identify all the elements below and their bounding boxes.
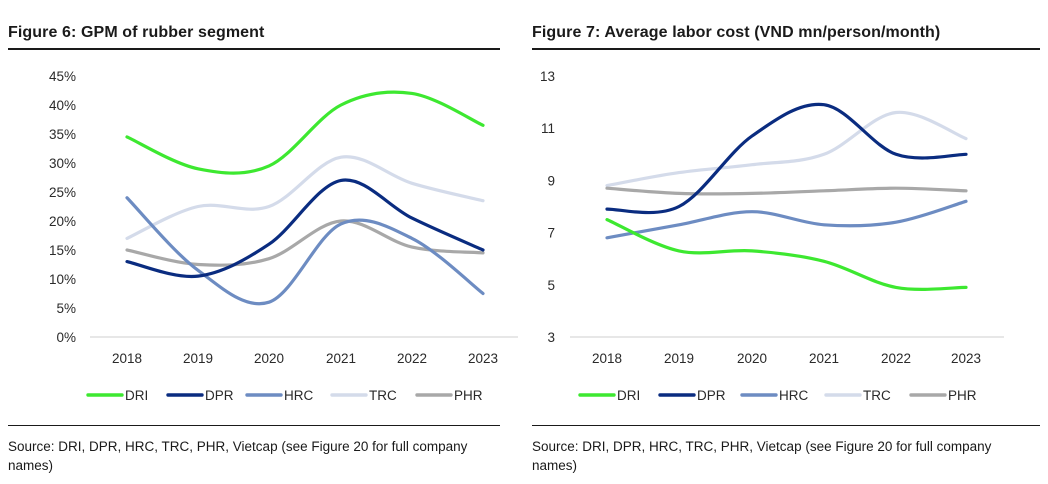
legend-label-hrc: HRC xyxy=(284,388,313,403)
y-tick-label: 25% xyxy=(49,185,76,200)
legend-label-phr: PHR xyxy=(948,388,977,403)
y-tick-label: 45% xyxy=(49,69,76,84)
source-divider xyxy=(8,425,500,426)
x-tick-label: 2021 xyxy=(326,351,356,366)
y-tick-label: 35% xyxy=(49,127,76,142)
series-line-dpr xyxy=(605,102,968,215)
x-tick-label: 2021 xyxy=(809,351,839,366)
chart-panel-labor-cost: Figure 7: Average labor cost (VND mn/per… xyxy=(524,0,1048,484)
y-tick-label: 9 xyxy=(547,173,555,188)
legend-label-phr: PHR xyxy=(454,388,483,403)
x-tick-label: 2023 xyxy=(951,351,981,366)
legend-label-trc: TRC xyxy=(369,388,397,403)
y-tick-label: 13 xyxy=(540,69,555,84)
legend-label-dpr: DPR xyxy=(205,388,234,403)
x-tick-label: 2019 xyxy=(664,351,694,366)
source-note: Source: DRI, DPR, HRC, TRC, PHR, Vietcap… xyxy=(8,439,468,473)
x-tick-label: 2018 xyxy=(592,351,622,366)
series-line-hrc xyxy=(125,196,485,306)
x-tick-label: 2022 xyxy=(397,351,427,366)
x-tick-label: 2018 xyxy=(112,351,142,366)
y-tick-label: 7 xyxy=(547,226,555,241)
chart-title: Figure 7: Average labor cost (VND mn/per… xyxy=(532,24,941,41)
y-tick-label: 30% xyxy=(49,156,76,171)
y-tick-label: 15% xyxy=(49,243,76,258)
series-line-phr xyxy=(605,186,968,196)
source-divider xyxy=(532,425,1040,426)
y-tick-label: 10% xyxy=(49,272,76,287)
y-tick-label: 0% xyxy=(56,330,76,345)
labor-cost-line-chart: 3 5 7 9 11 13 2018 2019 2020 2021 2022 2023 DRI DPR HR… xyxy=(540,69,1004,403)
series-line-dri xyxy=(605,218,968,291)
series-line-dpr xyxy=(125,178,485,279)
legend-label-dri: DRI xyxy=(125,388,148,403)
series-line-trc xyxy=(125,155,485,240)
y-tick-label: 11 xyxy=(541,121,555,136)
series-line-dri xyxy=(125,90,485,175)
y-tick-label: 5% xyxy=(56,301,76,316)
title-underline xyxy=(532,48,1040,50)
x-tick-label: 2020 xyxy=(737,351,767,366)
y-tick-label: 40% xyxy=(49,98,76,113)
x-tick-label: 2022 xyxy=(881,351,911,366)
y-tick-label: 3 xyxy=(547,330,555,345)
x-tick-label: 2020 xyxy=(254,351,284,366)
source-note: Source: DRI, DPR, HRC, TRC, PHR, Vietcap… xyxy=(532,439,992,473)
legend-label-dpr: DPR xyxy=(697,388,726,403)
y-tick-label: 5 xyxy=(547,278,555,293)
x-tick-label: 2019 xyxy=(183,351,213,366)
title-underline xyxy=(8,48,500,50)
y-tick-label: 20% xyxy=(49,214,76,229)
legend-label-trc: TRC xyxy=(863,388,891,403)
chart-panel-gpm: Figure 6: GPM of rubber segment 0% 5% 10% 1… xyxy=(0,0,518,484)
legend-label-hrc: HRC xyxy=(779,388,808,403)
legend-label-dri: DRI xyxy=(617,388,640,403)
series-line-trc xyxy=(605,110,968,188)
chart-title: Figure 6: GPM of rubber segment xyxy=(8,24,265,41)
x-tick-label: 2023 xyxy=(468,351,498,366)
series-line-hrc xyxy=(605,199,968,240)
gpm-line-chart: 0% 5% 10% 15% 20% 25% 30% 35% 40% 45% 2018 2019 2020… xyxy=(49,69,518,403)
